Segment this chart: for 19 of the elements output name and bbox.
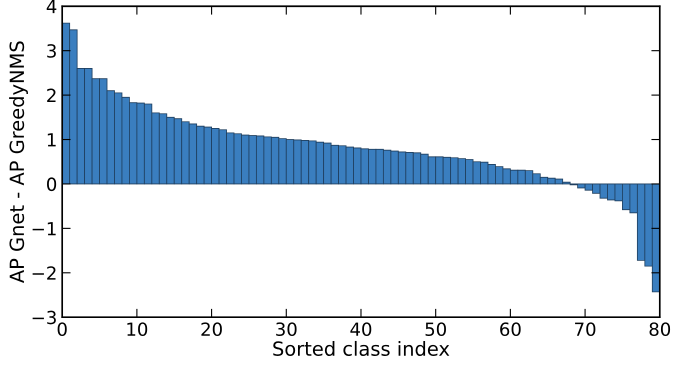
x-axis-title: Sorted class index: [273, 340, 450, 356]
x-tick-label: 50: [426, 322, 446, 336]
x-tick-label: 30: [276, 322, 297, 336]
x-tick-label: 0: [58, 322, 67, 336]
y-tick-label: 4: [46, 0, 56, 14]
x-tick-label: 40: [350, 322, 372, 336]
y-tick-label: 1: [48, 133, 56, 146]
y-tick-label: 2: [47, 88, 56, 102]
y-tick-label: 3: [47, 44, 56, 58]
y-tick-label: −1: [32, 222, 56, 236]
y-axis-title: AP Gnet - AP GreedyNMS: [9, 41, 28, 283]
x-tick-label: 80: [650, 322, 670, 336]
y-tick-label: −2: [32, 266, 56, 280]
y-tick-label: −3: [32, 310, 56, 324]
y-tick-label: 0: [47, 177, 56, 192]
x-tick-label: 70: [575, 322, 596, 336]
x-tick-label: 10: [127, 322, 148, 336]
x-tick-label: 60: [500, 322, 521, 336]
x-tick-label: 20: [201, 322, 222, 336]
